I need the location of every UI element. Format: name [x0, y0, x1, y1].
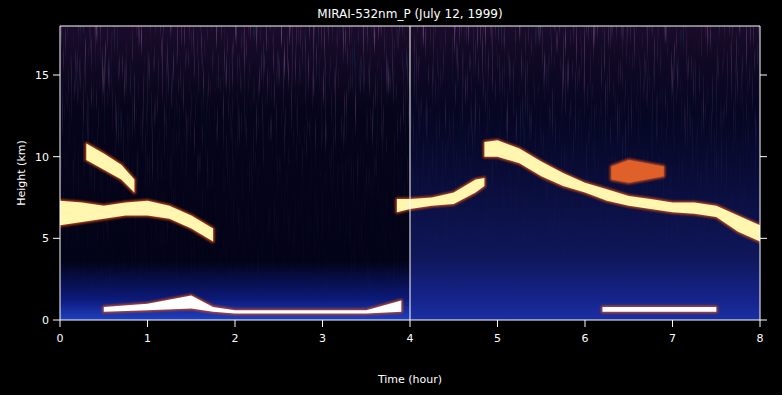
x-axis-label: Time (hour) [377, 373, 442, 386]
y-tick [53, 320, 60, 321]
cloud-band [60, 201, 213, 242]
x-tick [585, 320, 586, 327]
bands [60, 26, 760, 320]
x-tick-label: 5 [494, 332, 501, 345]
y-axis [60, 26, 61, 320]
cloud-band [484, 140, 760, 241]
x-tick-label: 6 [582, 332, 589, 345]
x-tick-label: 8 [757, 332, 764, 345]
band-glow [86, 144, 134, 193]
x-tick-label: 4 [407, 332, 414, 345]
cloud-band [611, 160, 664, 183]
x-tick [322, 320, 323, 327]
y-tick [53, 75, 60, 76]
frame-top [60, 26, 760, 27]
y-tick-label: 10 [35, 151, 49, 164]
x-tick-label: 2 [232, 332, 239, 345]
x-tick [760, 320, 761, 327]
x-tick-label: 7 [669, 332, 676, 345]
x-tick-label: 0 [57, 332, 64, 345]
y-tick [53, 156, 60, 157]
haze [410, 26, 760, 320]
x-tick [147, 320, 148, 327]
y-tick-label: 0 [42, 314, 49, 327]
noise-texture [60, 26, 760, 320]
y-tick-right [760, 238, 767, 239]
frame-right [760, 26, 761, 320]
x-tick-label: 3 [319, 332, 326, 345]
y-tick [53, 238, 60, 239]
band-glow [484, 140, 760, 241]
y-tick-right [760, 75, 767, 76]
cloud-band [86, 144, 134, 193]
title: MIRAI-532nm_P (July 12, 1999) [317, 7, 502, 21]
x-tick [672, 320, 673, 327]
x-tick [235, 320, 236, 327]
y-axis-label: Height (km) [15, 140, 28, 206]
plot-background [60, 26, 760, 320]
x-tick [410, 320, 411, 327]
x-tick [497, 320, 498, 327]
chart: 0 1 2 3 4 5 6 7 8 0 5 10 15 MIRAI-532nm_P (July 12, 1… [0, 0, 782, 395]
band-glow [611, 160, 664, 183]
y-tick-label: 15 [35, 69, 49, 82]
band-glow [60, 201, 213, 242]
y-tick-right [760, 320, 767, 321]
x-tick [60, 320, 61, 327]
time-marker [410, 26, 411, 320]
y-tick-label: 5 [42, 232, 49, 245]
x-tick-label: 1 [144, 332, 151, 345]
y-tick-right [760, 156, 767, 157]
